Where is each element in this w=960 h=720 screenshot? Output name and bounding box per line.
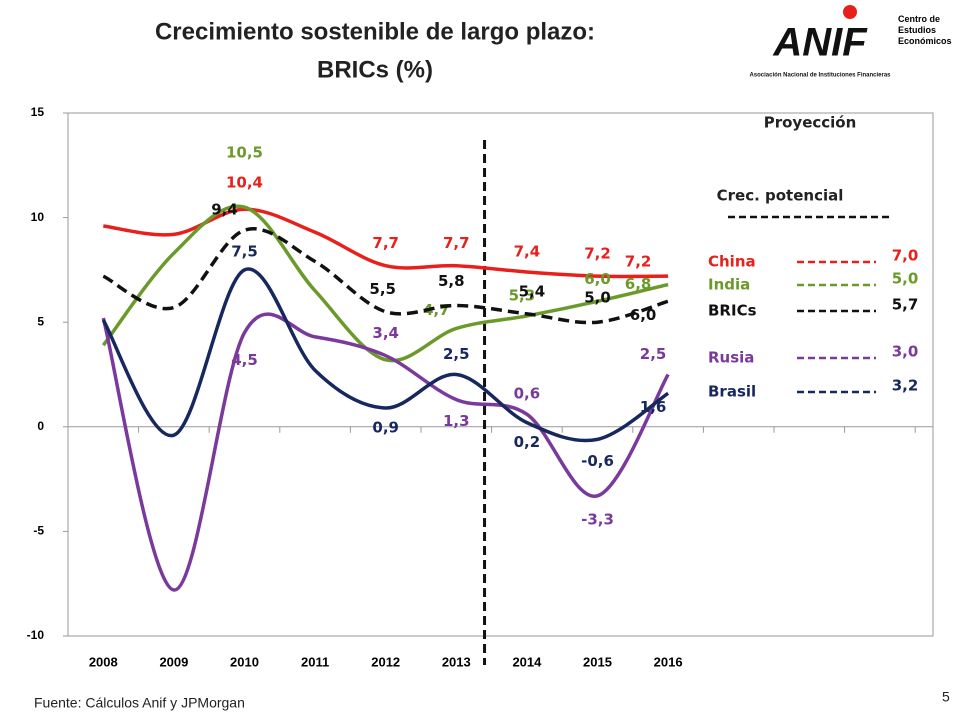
y-tick-label: 10: [31, 210, 45, 224]
y-tick-label: 5: [37, 314, 44, 328]
logo-dot: [843, 5, 857, 19]
potential-label: Crec. potencial: [717, 187, 844, 205]
series-line: [103, 207, 669, 279]
data-label: 1,6: [640, 398, 667, 416]
x-tick-label: 2009: [159, 654, 188, 669]
data-label: 6,8: [625, 275, 652, 293]
x-tick-label: 2013: [442, 654, 471, 669]
data-label: 7,2: [625, 253, 652, 271]
data-label: 0,9: [372, 418, 399, 436]
data-label: 2,5: [443, 345, 470, 363]
x-tick-label: 2016: [654, 654, 683, 669]
data-label: -0,6: [581, 452, 614, 470]
data-label: 2,5: [640, 345, 667, 363]
data-label: 7,4: [514, 242, 541, 260]
x-tick-label: 2008: [89, 654, 118, 669]
source: Fuente: Cálculos Anif y JPMorgan: [34, 695, 245, 711]
data-label: 4,5: [231, 351, 258, 369]
data-label: 7,7: [372, 234, 399, 252]
logo-association: Asociación Nacional de Instituciones Fin…: [749, 73, 891, 79]
legend-label: Rusia: [708, 349, 754, 367]
logo: ANIF Centro de Estudios Económicos Asoci…: [749, 5, 952, 79]
y-tick-label: -5: [33, 524, 44, 538]
x-tick-label: 2010: [230, 654, 259, 669]
potential-value: 5,0: [892, 270, 919, 288]
data-label: 0,6: [514, 385, 541, 403]
data-label: -3,3: [581, 510, 614, 528]
potential-value: 7,0: [892, 247, 919, 265]
data-label: 6,0: [584, 270, 611, 288]
data-label: 5,5: [369, 280, 396, 298]
potential-value: 5,7: [892, 296, 919, 314]
page-number: 5: [942, 689, 950, 705]
title: Crecimiento sostenible de largo plazo:: [155, 18, 595, 45]
data-label: 0,2: [514, 433, 541, 451]
data-label: 1,3: [443, 412, 470, 430]
potential-value: 3,0: [892, 343, 919, 361]
legend-label: India: [708, 276, 750, 294]
legend-label: BRICs: [708, 302, 757, 320]
potential-value: 3,2: [892, 377, 919, 395]
legend-label: China: [708, 253, 756, 271]
data-label: 6,0: [630, 306, 657, 324]
data-label: 10,4: [226, 174, 263, 192]
data-label: 7,7: [443, 234, 470, 252]
legend-label: Brasil: [708, 383, 756, 401]
data-label: 7,2: [584, 245, 611, 263]
x-tick-label: 2014: [512, 654, 542, 669]
data-label: 3,4: [372, 324, 399, 342]
plot-frame: [67, 112, 934, 637]
x-tick-label: 2011: [301, 654, 329, 669]
y-tick-label: -10: [27, 628, 45, 642]
series-line: [101, 312, 670, 592]
series-line: [101, 267, 670, 443]
series-line: [102, 227, 669, 325]
data-label: 5,0: [584, 289, 611, 307]
x-tick-label: 2015: [583, 654, 612, 669]
data-label: 7,5: [231, 242, 258, 260]
subtitle: BRICs (%): [317, 56, 433, 83]
data-label: 5,4: [519, 282, 546, 300]
series-line: [101, 204, 669, 363]
y-tick-label: 0: [37, 419, 44, 433]
projection-label: Proyección: [764, 114, 857, 132]
data-label: 10,5: [226, 144, 263, 162]
x-tick-label: 2012: [371, 654, 400, 669]
logo-center: Centro de Estudios Económicos: [898, 14, 952, 46]
logo-center-box: Centro de Estudios Económicos: [898, 14, 952, 46]
data-label: 9,4: [211, 201, 238, 219]
logo-name: ANIF: [772, 21, 868, 65]
y-tick-label: 15: [31, 105, 45, 119]
data-label: 5,3: [509, 286, 536, 304]
data-label: 5,8: [438, 272, 465, 290]
